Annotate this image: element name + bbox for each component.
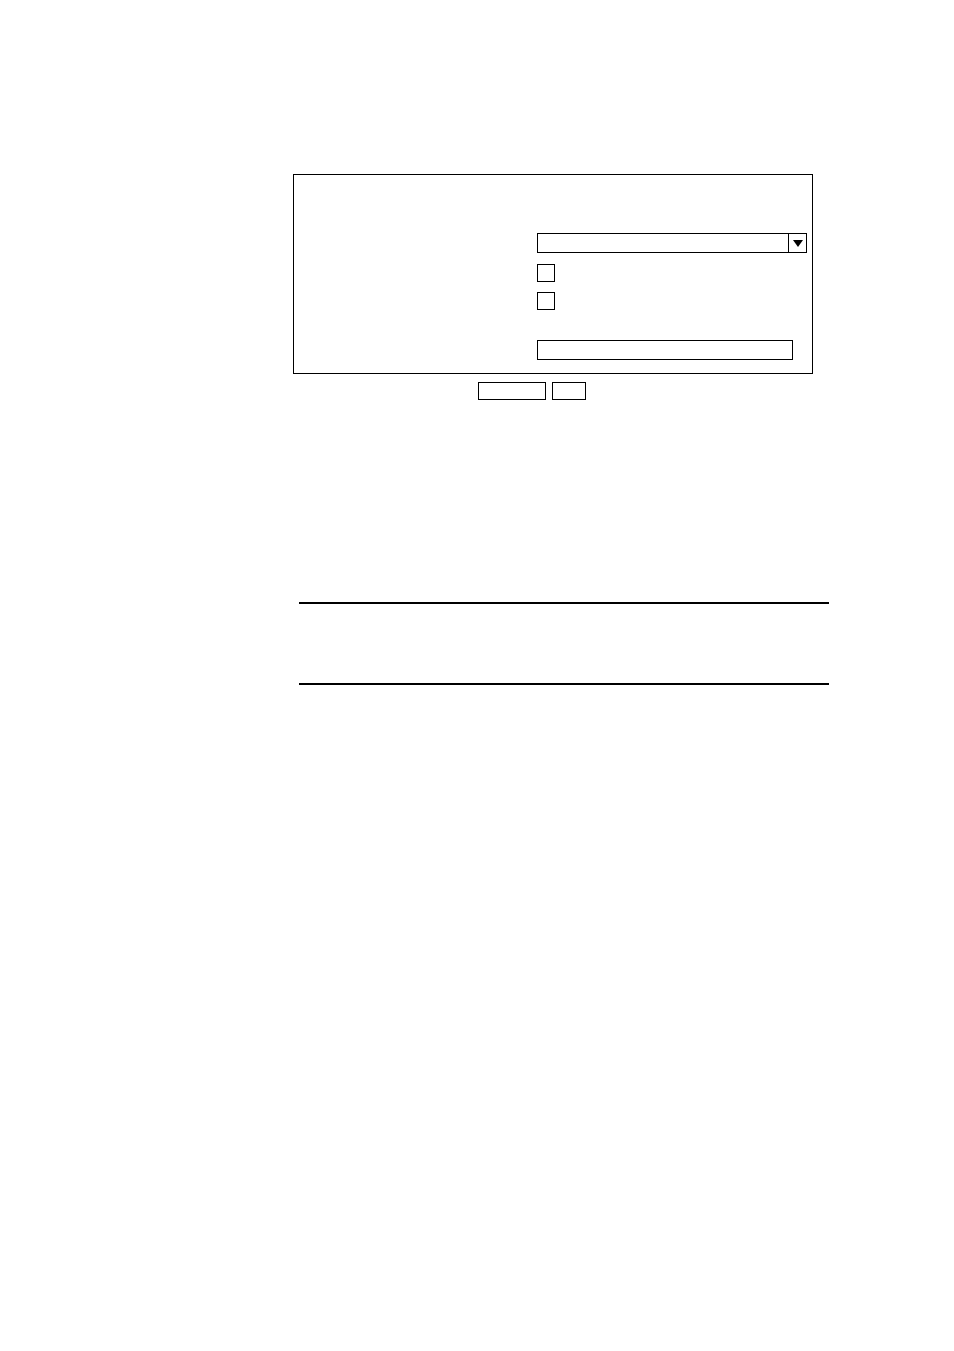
button-row: [478, 382, 586, 400]
dropdown-select[interactable]: [537, 233, 807, 253]
text-input[interactable]: [537, 340, 793, 360]
divider-1: [299, 602, 829, 604]
checkbox-option-1[interactable]: [537, 264, 555, 282]
checkbox-option-2[interactable]: [537, 292, 555, 310]
dropdown-value: [538, 234, 788, 252]
divider-2: [299, 683, 829, 685]
primary-button[interactable]: [478, 382, 546, 400]
chevron-down-icon: [788, 234, 806, 252]
secondary-button[interactable]: [552, 382, 586, 400]
settings-panel: [293, 174, 813, 374]
